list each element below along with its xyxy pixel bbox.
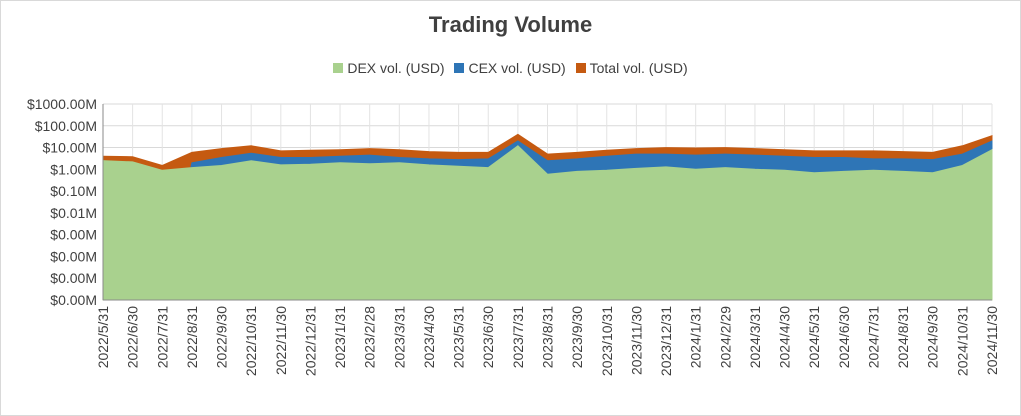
x-tick-label: 2024/7/31	[865, 306, 881, 368]
x-tick-label: 2022/6/30	[125, 306, 141, 368]
legend-swatch-total	[575, 63, 586, 73]
x-tick-label: 2023/12/31	[658, 306, 674, 376]
legend-swatch-cex	[454, 63, 465, 73]
x-tick-label: 2023/9/30	[569, 306, 585, 368]
x-tick-label: 2023/3/31	[391, 306, 407, 368]
x-tick-labels: 2022/5/31 2022/6/30 2022/7/31 2022/8/31 2022…	[95, 306, 1000, 376]
x-tick-label: 2024/1/31	[688, 306, 704, 368]
x-tick-label: 2023/5/31	[451, 306, 467, 368]
y-tick-label: $1000.00M	[27, 96, 97, 112]
y-tick-label: $0.01M	[50, 205, 97, 221]
x-tick-label: 2024/9/30	[925, 306, 941, 368]
y-tick-label: $1.00M	[50, 161, 97, 177]
x-tick-label: 2022/11/30	[273, 306, 289, 375]
x-tick-label: 2022/8/31	[184, 306, 200, 368]
chart-title: Trading Volume	[428, 12, 593, 37]
y-tick-label: $0.10M	[50, 183, 97, 199]
x-tick-label: 2023/6/30	[480, 306, 496, 368]
legend-item-cex: CEX vol. (USD)	[454, 60, 566, 76]
x-tick-label: 2022/9/30	[214, 306, 230, 368]
x-tick-label: 2023/7/31	[510, 306, 526, 368]
x-tick-label: 2023/8/31	[540, 306, 556, 368]
legend: DEX vol. (USD) CEX vol. (USD) Total vol.…	[0, 60, 1021, 76]
x-tick-label: 2024/6/30	[836, 306, 852, 368]
x-tick-label: 2023/4/30	[421, 306, 437, 368]
legend-label-cex: CEX vol. (USD)	[468, 60, 566, 76]
x-tick-label: 2024/11/30	[984, 306, 1000, 375]
y-tick-label: $0.00M	[50, 227, 97, 243]
x-tick-label: 2024/5/31	[806, 306, 822, 368]
x-tick-label: 2022/12/31	[302, 306, 318, 376]
x-tick-label: 2024/4/30	[777, 306, 793, 368]
x-tick-label: 2022/10/31	[243, 306, 259, 376]
x-tick-label: 2024/3/31	[747, 306, 763, 368]
legend-item-dex: DEX vol. (USD)	[333, 60, 445, 76]
axis-layer	[102, 104, 992, 301]
x-tick-label: 2023/2/28	[362, 306, 378, 368]
x-tick-label: 2024/10/31	[954, 306, 970, 376]
legend-item-total: Total vol. (USD)	[575, 60, 688, 76]
y-tick-label: $0.00M	[50, 248, 97, 264]
area-dex	[102, 145, 993, 301]
y-tick-label: $0.00M	[50, 292, 97, 308]
x-tick-label: 2023/1/31	[332, 306, 348, 368]
x-tick-label: 2022/5/31	[95, 306, 111, 368]
legend-label-dex: DEX vol. (USD)	[347, 60, 445, 76]
legend-swatch-dex	[333, 63, 344, 73]
x-tick-label: 2024/8/31	[895, 306, 911, 368]
area-layer	[102, 133, 993, 301]
x-tick-label: 2022/7/31	[154, 306, 170, 368]
x-tick-label: 2024/2/29	[717, 306, 733, 368]
y-tick-label: $100.00M	[35, 118, 97, 134]
y-tick-label: $0.00M	[50, 270, 97, 286]
y-tick-label: $10.00M	[43, 140, 97, 156]
x-tick-label: 2023/10/31	[599, 306, 615, 376]
x-tick-label: 2023/11/30	[628, 306, 644, 375]
legend-label-total: Total vol. (USD)	[589, 60, 688, 76]
y-tick-labels: $0.00M $0.00M $0.00M $0.00M $0.01M $0.10M $1.0…	[27, 96, 97, 308]
